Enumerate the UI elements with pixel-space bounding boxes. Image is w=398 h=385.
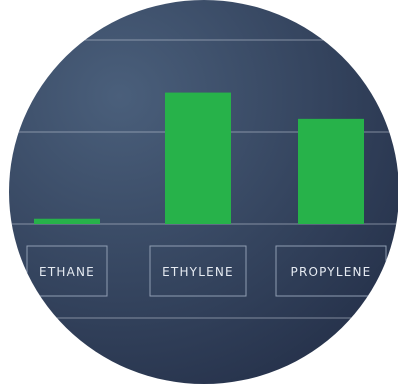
category-label-text: ETHYLENE: [162, 265, 234, 279]
bar-ethylene: [165, 92, 231, 224]
category-label-ethane: ETHANE: [26, 245, 108, 297]
category-label-box: [149, 245, 247, 297]
bar-propylene: [298, 118, 364, 224]
category-label-box: [26, 245, 108, 297]
bar-ethane: [34, 218, 100, 224]
category-label-text: PROPYLENE: [291, 265, 372, 279]
category-label-ethylene: ETHYLENE: [149, 245, 247, 297]
category-label-text: ETHANE: [39, 265, 95, 279]
